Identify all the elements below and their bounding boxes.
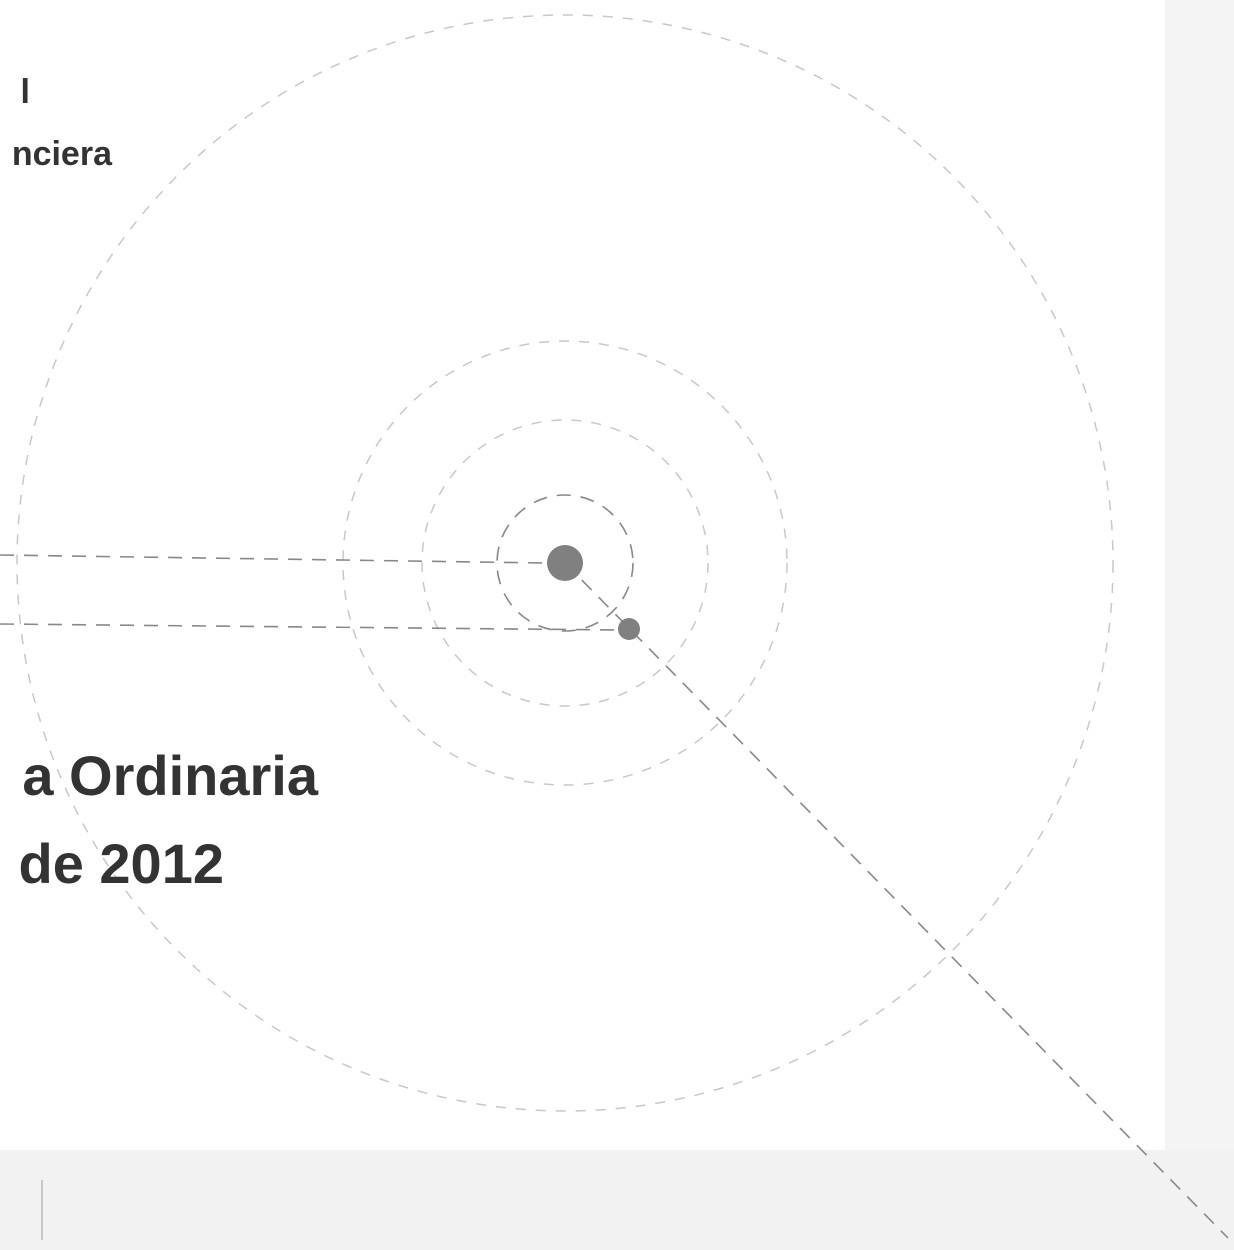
scan-edge	[0, 1150, 1234, 1250]
header-line: nciera	[12, 135, 113, 173]
moon	[618, 618, 640, 640]
planet	[547, 545, 583, 581]
guide-line	[565, 563, 1228, 1238]
page: l nciera a Ordinaria de 2012 (() => { co…	[0, 0, 1234, 1250]
scan-edge	[1165, 0, 1234, 1250]
title-line: a Ordinaria	[22, 744, 319, 807]
title-line: de 2012	[19, 832, 225, 895]
document: l nciera a Ordinaria de 2012	[0, 0, 1234, 1250]
guide-line	[0, 624, 620, 630]
header-line: l	[21, 73, 30, 111]
guide-line	[0, 555, 545, 563]
